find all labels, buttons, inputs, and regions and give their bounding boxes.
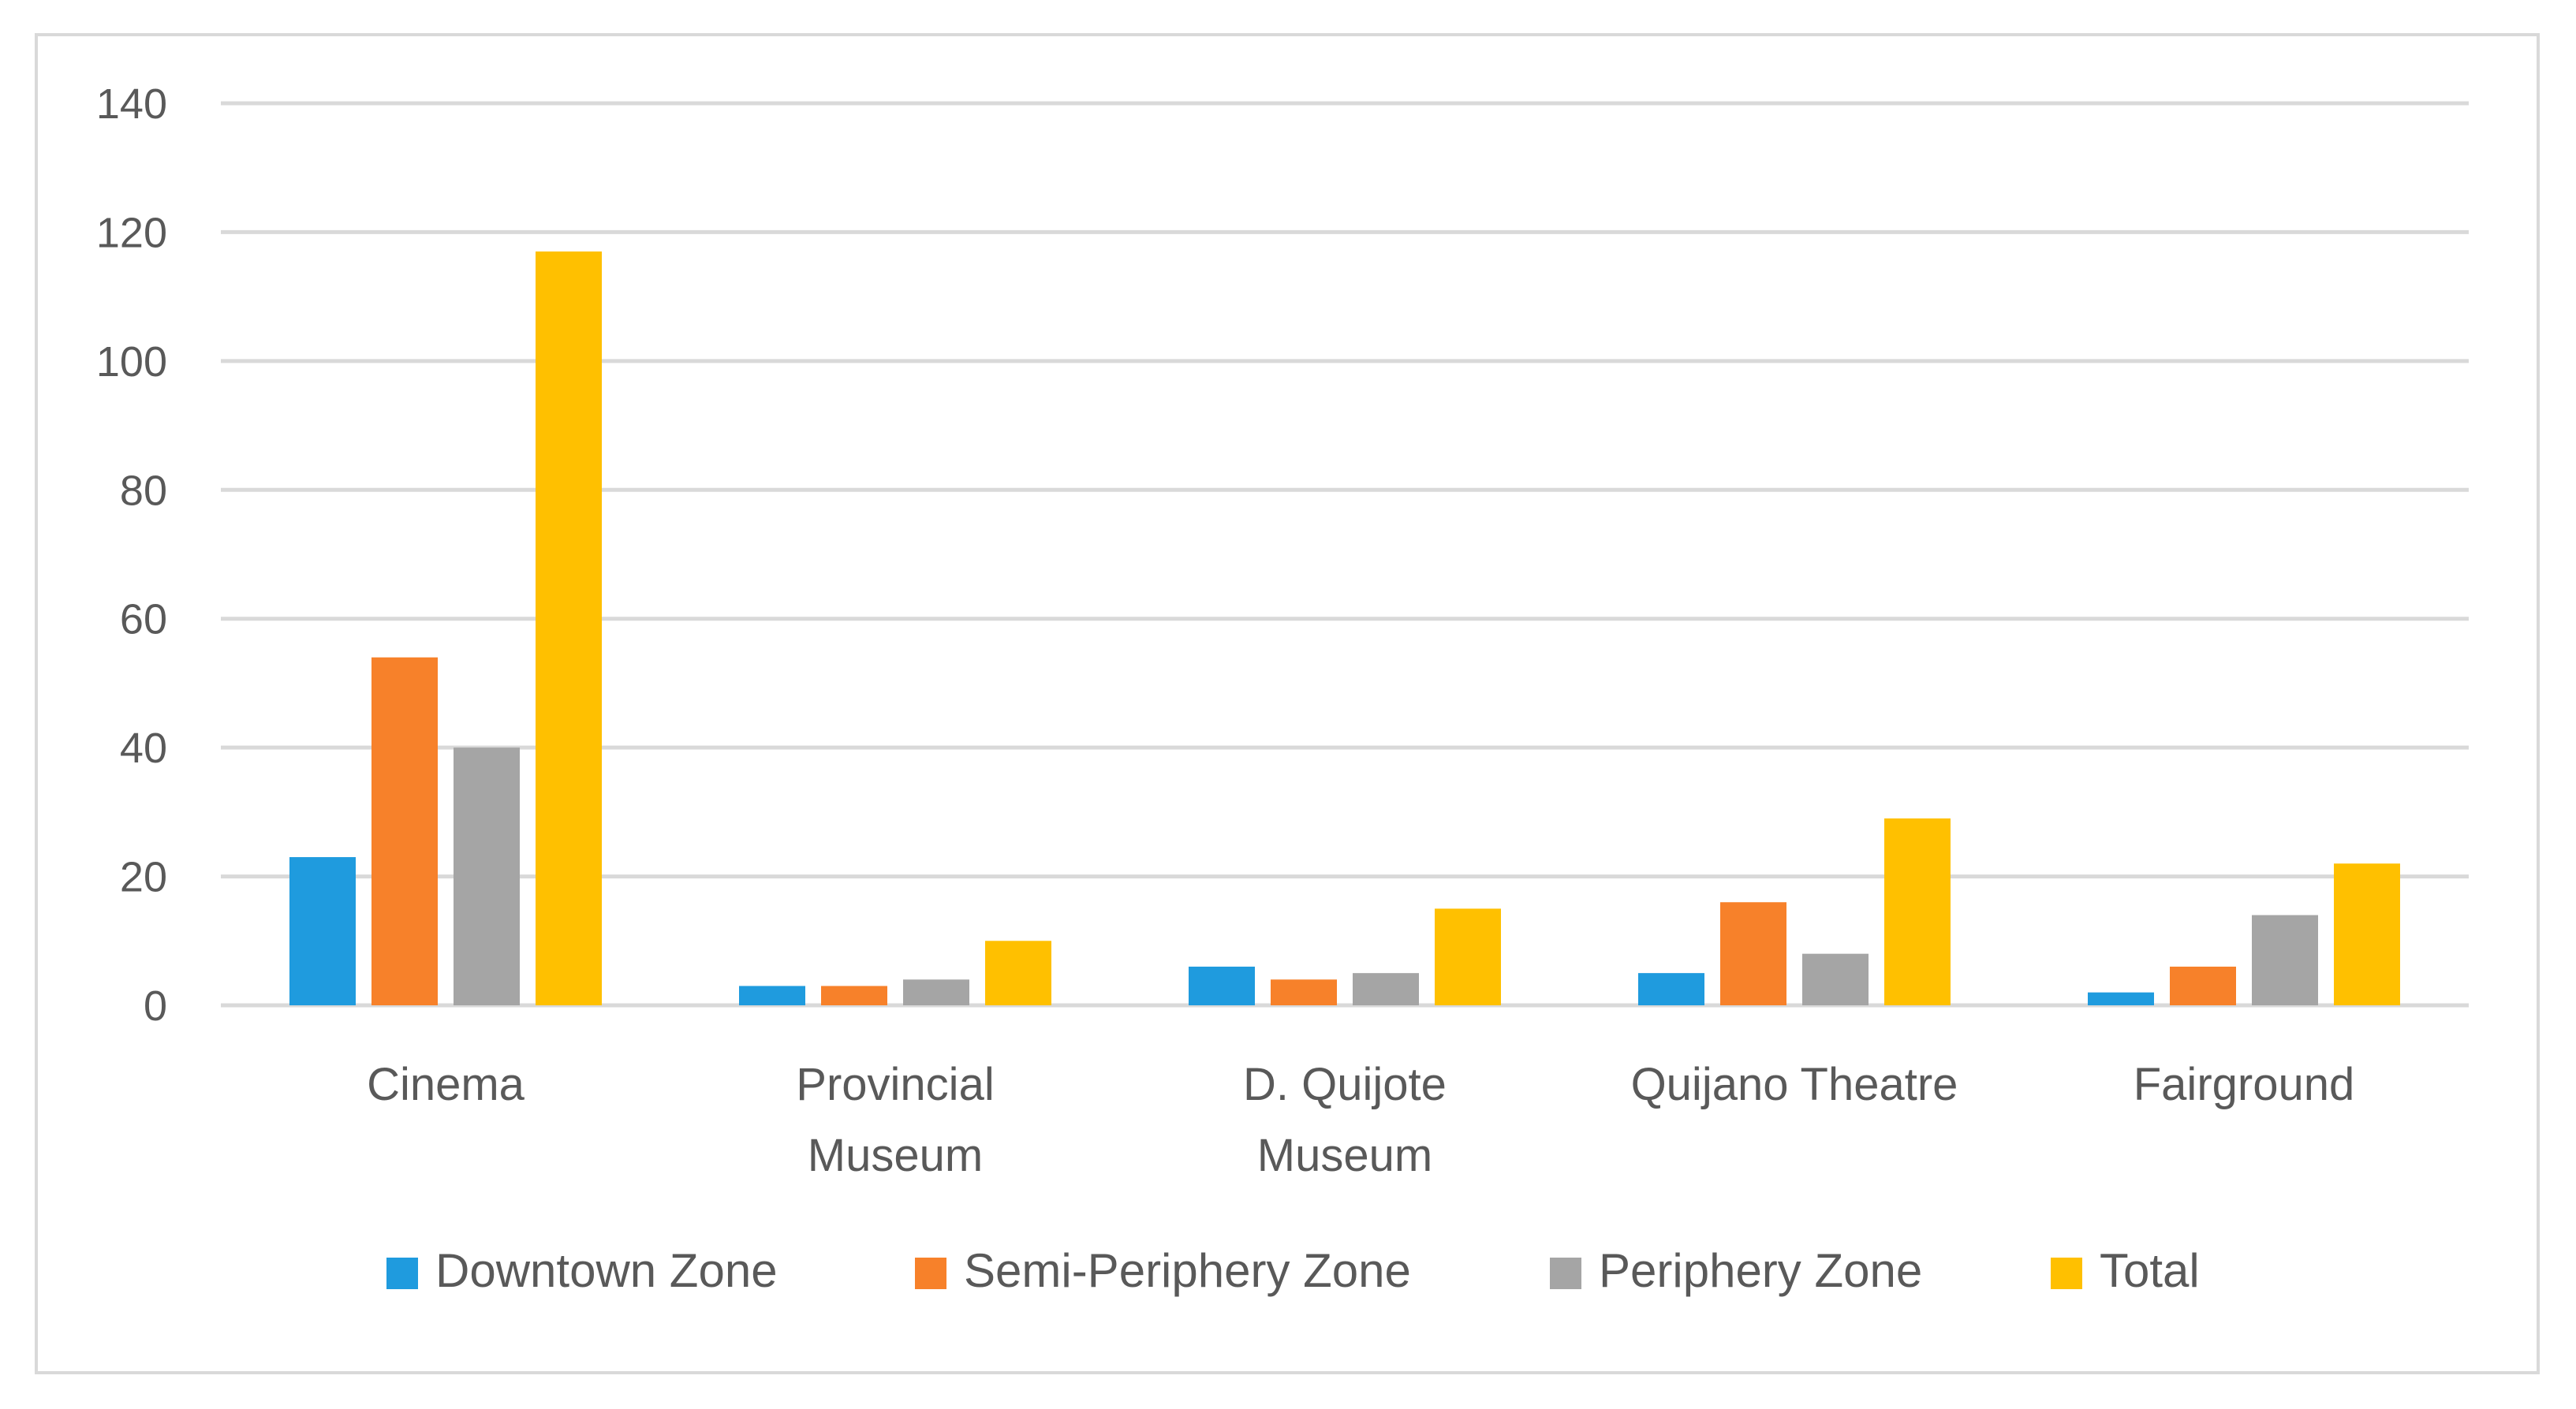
y-tick-label: 60 [120,596,167,643]
bar-downtown-zone [289,857,356,1005]
y-tick-label: 120 [96,209,167,256]
bar-total [536,251,602,1005]
bar-downtown-zone [1638,973,1704,1005]
y-tick-label: 20 [120,854,167,901]
bar-downtown-zone [739,986,805,1005]
y-tick-label: 40 [120,725,167,772]
y-tick-label: 140 [96,80,167,128]
bar-semi-periphery-zone [1720,902,1786,1005]
bar-semi-periphery-zone [371,657,438,1005]
legend-label: Periphery Zone [1599,1244,1922,1297]
x-category-label: Quijano Theatre [1631,1059,1958,1110]
legend-swatch [1550,1258,1581,1289]
x-category-label: Museum [808,1130,983,1181]
bar-downtown-zone [1189,966,1255,1005]
x-axis-categories: Cinema Provincial Museum D. Quijote Museum Qu… [367,1059,2354,1181]
y-axis-ticks: 0 20 40 60 80 100 120 140 [96,80,167,1030]
y-tick-label: 0 [144,982,167,1030]
chart-frame [35,33,2540,1374]
bar-total [2334,863,2400,1005]
legend-swatch [2051,1258,2082,1289]
x-category-label: Cinema [367,1059,525,1110]
x-category-label: Fairground [2134,1059,2354,1110]
bars [289,251,2400,1005]
x-category-label: Museum [1257,1130,1432,1181]
bar-semi-periphery-zone [2170,966,2236,1005]
legend-label: Semi-Periphery Zone [964,1244,1411,1297]
bar-total [985,941,1051,1005]
legend-label: Total [2100,1244,2200,1297]
bar-periphery-zone [1353,973,1419,1005]
bar-total [1435,908,1501,1005]
x-category-label: D. Quijote [1243,1059,1447,1110]
x-category-label: Provincial [796,1059,994,1110]
legend: Downtown Zone Semi-Periphery Zone Peripher… [386,1244,2200,1297]
bar-periphery-zone [1802,953,1869,1005]
legend-swatch [386,1258,418,1289]
bar-downtown-zone [2088,992,2154,1005]
y-tick-label: 100 [96,338,167,386]
legend-label: Downtown Zone [435,1244,778,1297]
bar-periphery-zone [2252,915,2318,1005]
bar-periphery-zone [903,979,969,1005]
bar-total [1884,818,1951,1005]
bar-semi-periphery-zone [1271,979,1337,1005]
bar-semi-periphery-zone [821,986,887,1005]
y-tick-label: 80 [120,467,167,514]
legend-swatch [915,1258,946,1289]
bar-periphery-zone [454,747,520,1005]
